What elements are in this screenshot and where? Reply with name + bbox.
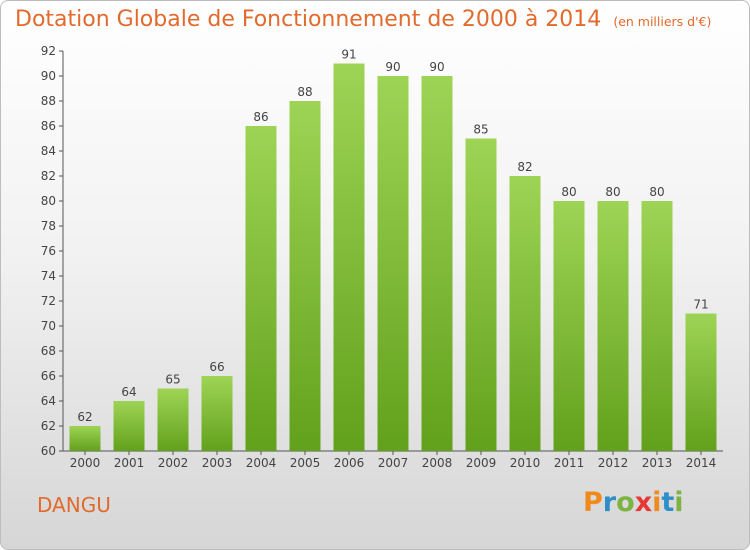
logo-letter: i	[674, 487, 684, 518]
y-tick-label: 62	[41, 419, 56, 433]
y-tick-label: 70	[41, 319, 56, 333]
data-label: 90	[385, 60, 400, 74]
y-tick-label: 88	[41, 94, 56, 108]
axes: 60 62 64 66 68 70 72 74 76 78 80 82 84 86 88 90 92 2000 20…	[41, 44, 723, 470]
data-label: 88	[297, 85, 312, 99]
bar	[113, 401, 145, 451]
logo-letter: x	[634, 487, 653, 518]
bar	[157, 388, 189, 451]
x-tick-label: 2009	[466, 456, 497, 470]
bar	[69, 426, 101, 451]
x-tick-label: 2006	[334, 456, 365, 470]
y-tick-label: 66	[41, 369, 56, 383]
logo-letter: i	[652, 487, 662, 518]
data-label: 80	[605, 185, 620, 199]
x-tick-label: 2001	[114, 456, 145, 470]
x-tick-label: 2007	[378, 456, 409, 470]
data-label: 80	[649, 185, 664, 199]
x-tick-label: 2010	[510, 456, 541, 470]
y-tick-label: 90	[41, 69, 56, 83]
x-tick-label: 2014	[686, 456, 717, 470]
data-label: 91	[341, 48, 356, 62]
data-label: 80	[561, 185, 576, 199]
y-tick-label: 92	[41, 44, 56, 58]
chart-title-text: Dotation Globale de Fonctionnement de 20…	[15, 7, 602, 32]
logo-letter: t	[661, 487, 675, 518]
x-tick-label: 2008	[422, 456, 453, 470]
x-tick-label: 2004	[246, 456, 277, 470]
y-tick-label: 78	[41, 219, 56, 233]
data-label: 65	[165, 373, 180, 387]
y-tick-label: 84	[41, 144, 56, 158]
bar	[553, 201, 585, 451]
logo-letter: o	[616, 487, 635, 518]
y-tick-label: 60	[41, 444, 56, 458]
x-tick-label: 2002	[158, 456, 189, 470]
data-label: 64	[121, 385, 136, 399]
proxiti-logo: Proxiti	[583, 487, 684, 518]
bar	[641, 201, 673, 451]
value-labels: 62 64 65 66 86 88 91 90 90 85 82 80 80 80 71	[77, 48, 708, 425]
x-tick-label: 2005	[290, 456, 321, 470]
x-tick-label: 2011	[554, 456, 585, 470]
bar	[421, 76, 453, 451]
bar	[509, 176, 541, 451]
data-label: 85	[473, 123, 488, 137]
chart-title: Dotation Globale de Fonctionnement de 20…	[15, 7, 711, 32]
logo-letter: P	[583, 487, 603, 518]
bar	[201, 376, 233, 451]
data-label: 62	[77, 410, 92, 424]
x-tick-label: 2003	[202, 456, 233, 470]
bar	[333, 63, 365, 451]
y-tick-label: 74	[41, 269, 56, 283]
x-tick-label: 2013	[642, 456, 673, 470]
data-label: 90	[429, 60, 444, 74]
bar	[377, 76, 409, 451]
bar	[597, 201, 629, 451]
y-tick-label: 82	[41, 169, 56, 183]
data-label: 86	[253, 110, 268, 124]
logo-letter: r	[602, 487, 617, 518]
bars	[69, 63, 717, 451]
bar	[245, 126, 277, 451]
data-label: 71	[693, 298, 708, 312]
bar	[685, 313, 717, 451]
y-tick-label: 80	[41, 194, 56, 208]
y-tick-label: 68	[41, 344, 56, 358]
bar	[465, 138, 497, 451]
commune-name: DANGU	[37, 493, 111, 517]
chart-subtitle: (en milliers d'€)	[613, 14, 712, 29]
y-tick-label: 72	[41, 294, 56, 308]
x-tick-label: 2000	[70, 456, 101, 470]
x-tick-label: 2012	[598, 456, 629, 470]
data-label: 82	[517, 160, 532, 174]
y-tick-label: 86	[41, 119, 56, 133]
data-label: 66	[209, 360, 224, 374]
y-tick-label: 64	[41, 394, 56, 408]
y-tick-label: 76	[41, 244, 56, 258]
bar	[289, 101, 321, 451]
